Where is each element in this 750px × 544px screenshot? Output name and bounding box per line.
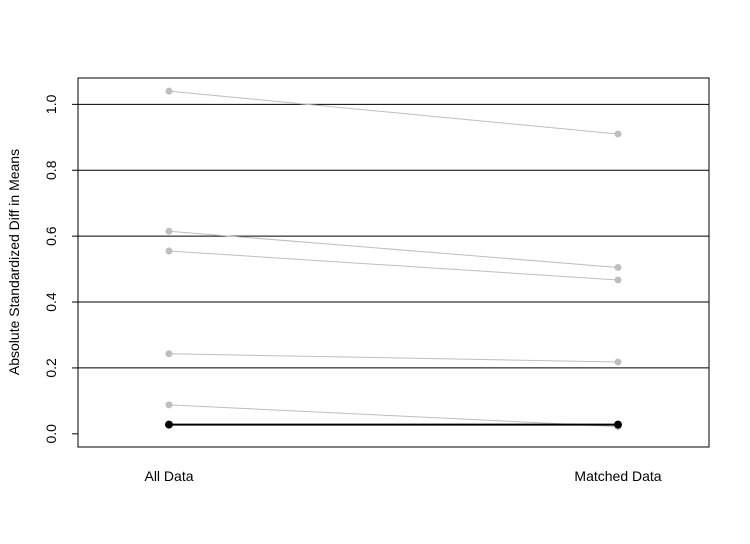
y-tick-label: 1.0	[43, 94, 59, 114]
series-line	[168, 230, 619, 268]
series-lines	[168, 90, 619, 428]
y-tick-label: 0.4	[43, 292, 59, 312]
series-point	[614, 276, 622, 284]
series-point	[614, 130, 622, 138]
series-line	[168, 250, 619, 281]
x-tick-label: Matched Data	[574, 468, 661, 484]
series-line	[168, 404, 619, 428]
series-point	[165, 87, 173, 95]
y-axis: 0.0 0.2 0.4 0.6 0.8 1.0	[43, 94, 78, 444]
series-point	[614, 263, 622, 271]
x-axis: All Data Matched Data	[144, 468, 661, 484]
series-points	[165, 87, 622, 431]
x-tick-label: All Data	[144, 468, 193, 484]
reference-lines	[78, 103, 709, 369]
series-point	[614, 358, 622, 366]
series-point	[165, 420, 173, 429]
y-tick-label: 0.6	[43, 226, 59, 246]
series-point	[614, 420, 622, 429]
y-tick-label: 0.0	[43, 424, 59, 444]
series-point	[165, 350, 173, 358]
plot-frame	[77, 77, 710, 448]
series-point	[165, 247, 173, 255]
series-point	[165, 227, 173, 235]
series-point	[165, 401, 173, 409]
y-tick-label: 0.2	[43, 358, 59, 378]
series-line	[168, 90, 619, 135]
series-line	[168, 353, 619, 363]
y-tick-label: 0.8	[43, 160, 59, 180]
y-axis-title: Absolute Standardized Diff in Means	[6, 149, 22, 375]
